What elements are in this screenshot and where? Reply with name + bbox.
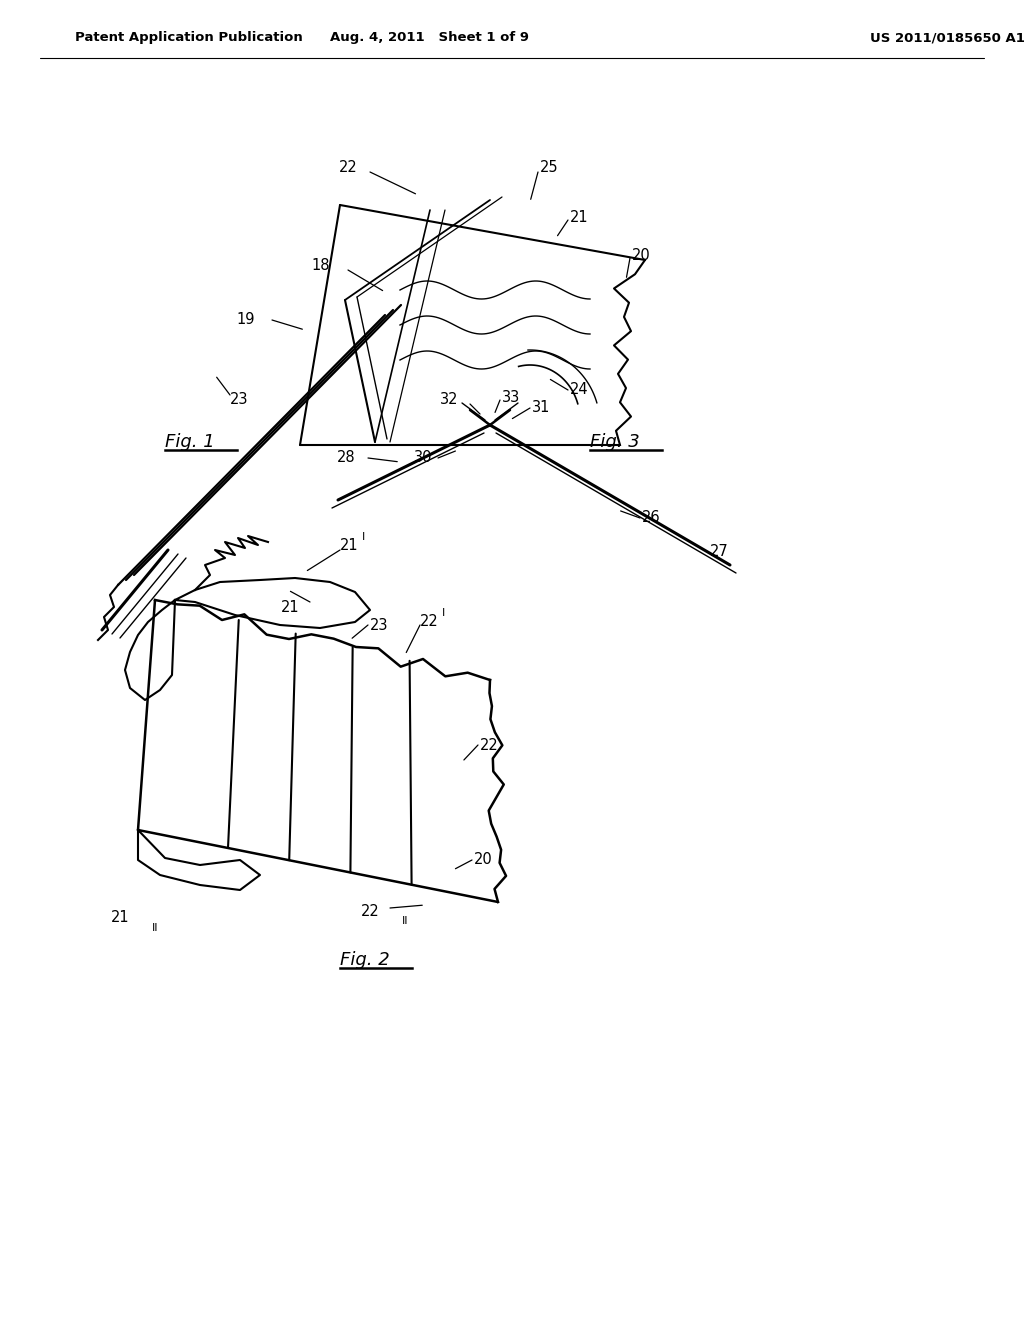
Text: 33: 33: [502, 389, 520, 404]
Text: II: II: [152, 923, 159, 933]
Text: 21: 21: [340, 539, 358, 553]
Text: 23: 23: [370, 618, 388, 632]
Text: 21: 21: [282, 601, 300, 615]
Text: 23: 23: [230, 392, 249, 408]
Text: 19: 19: [237, 313, 255, 327]
Text: Fig. 2: Fig. 2: [340, 950, 390, 969]
Text: 25: 25: [540, 161, 559, 176]
Text: 22: 22: [420, 615, 438, 630]
Text: 26: 26: [642, 511, 660, 525]
Text: 20: 20: [632, 248, 650, 263]
Text: I: I: [442, 609, 445, 618]
Text: 18: 18: [311, 257, 330, 272]
Text: 28: 28: [336, 450, 355, 466]
Text: Fig. 1: Fig. 1: [165, 433, 215, 451]
Text: 30: 30: [414, 450, 432, 466]
Text: 32: 32: [439, 392, 458, 408]
Text: Aug. 4, 2011   Sheet 1 of 9: Aug. 4, 2011 Sheet 1 of 9: [331, 32, 529, 45]
Text: 21: 21: [570, 210, 589, 224]
Text: 20: 20: [474, 853, 493, 867]
Text: 22: 22: [361, 904, 380, 920]
Text: 22: 22: [480, 738, 499, 752]
Text: Patent Application Publication: Patent Application Publication: [75, 32, 303, 45]
Text: 31: 31: [532, 400, 550, 416]
Text: 27: 27: [710, 544, 729, 560]
Text: I: I: [362, 532, 366, 543]
Text: 24: 24: [570, 383, 589, 397]
Text: 22: 22: [339, 161, 358, 176]
Text: US 2011/0185650 A1: US 2011/0185650 A1: [870, 32, 1024, 45]
Text: 21: 21: [112, 911, 130, 925]
Text: Fig. 3: Fig. 3: [590, 433, 640, 451]
Text: II: II: [402, 916, 409, 927]
